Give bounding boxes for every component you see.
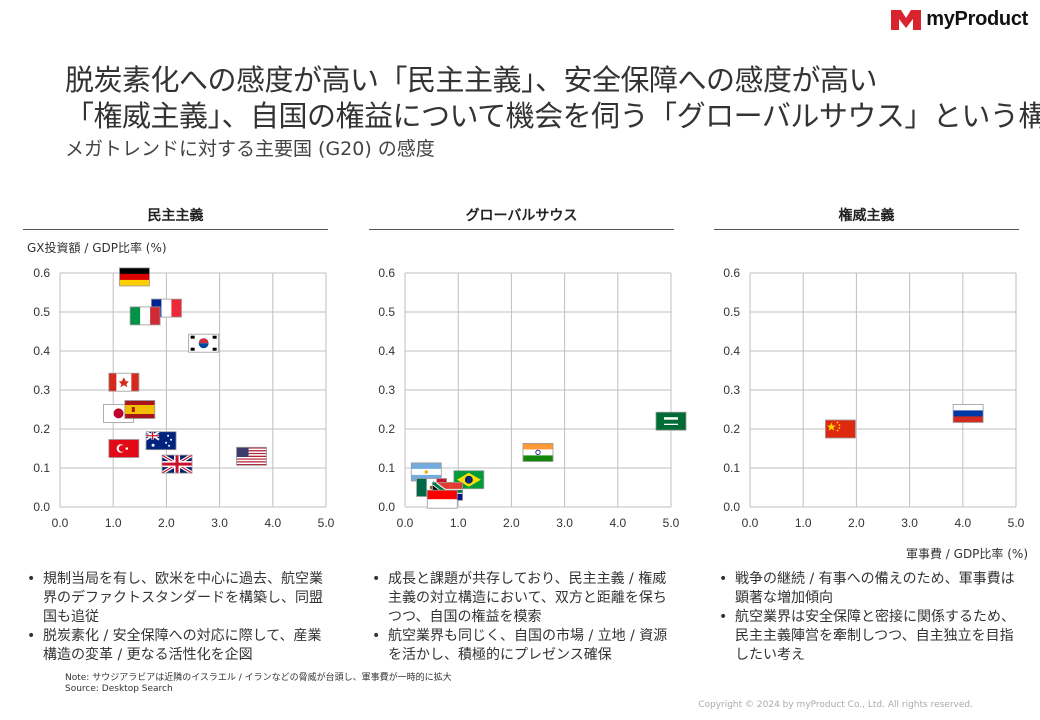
data-point-saudi-arabia — [656, 412, 686, 430]
x-tick-label: 1.0 — [795, 516, 812, 530]
data-point-india — [523, 443, 553, 461]
y-tick-label: 0.0 — [723, 500, 740, 514]
x-tick-label: 3.0 — [556, 516, 573, 530]
x-tick-label: 4.0 — [609, 516, 626, 530]
y-tick-label: 0.2 — [378, 422, 395, 436]
y-tick-label: 0.0 — [33, 500, 50, 514]
bullet-item: 戦争の継続 / 有事への備えのため、軍事費は顕著な増加傾向 — [717, 570, 1027, 608]
x-tick-label: 1.0 — [105, 516, 122, 530]
y-tick-label: 0.2 — [33, 422, 50, 436]
note-text: Note: サウジアラビアは近隣のイスラエル / イランなどの脅威が台頭し、軍事… — [65, 673, 452, 684]
y-tick-label: 0.4 — [378, 344, 395, 358]
chart-title-global-south: グローバルサウス — [369, 205, 674, 225]
chart-divider-democracy — [23, 229, 328, 230]
x-axis-label: 軍事費 / GDP比率 (%) — [906, 545, 1028, 562]
bullet-list-global-south: 成長と課題が共存しており、民主主義 / 権威主義の対立構造において、双方と距離を… — [370, 570, 680, 665]
data-point-china — [825, 420, 855, 438]
bullet-list-democracy: 規制当局を有し、欧米を中心に過去、航空業界のデファクトスタンダードを構築し、同盟… — [25, 570, 335, 665]
brand-logo-mark — [891, 10, 921, 30]
x-tick-label: 0.0 — [52, 516, 69, 530]
footnote: Note: サウジアラビアは近隣のイスラエル / イランなどの脅威が台頭し、軍事… — [65, 673, 452, 695]
data-point-canada — [109, 373, 139, 391]
page-title: 脱炭素化への感度が高い「民主主義」、安全保障への感度が高い 「権威主義」、自国の… — [65, 62, 1040, 134]
y-tick-label: 0.1 — [33, 461, 50, 475]
page-subtitle: メガトレンドに対する主要国 (G20) の感度 — [65, 134, 435, 161]
y-tick-label: 0.4 — [33, 344, 50, 358]
page-title-line-2: 「権威主義」、自国の権益について機会を伺う「グローバルサウス」という構図 — [65, 98, 1040, 134]
x-tick-label: 2.0 — [503, 516, 520, 530]
x-tick-label: 4.0 — [954, 516, 971, 530]
copyright-text: Copyright © 2024 by myProduct Co., Ltd. … — [698, 700, 973, 710]
chart-divider-global-south — [369, 229, 674, 230]
data-point-indonesia — [427, 490, 457, 508]
source-text: Source: Desktop Search — [65, 684, 452, 695]
x-tick-label: 1.0 — [450, 516, 467, 530]
bullet-item: 航空業界は安全保障と密接に関係するため、民主主義陣営を牽制しつつ、自主独立を目指… — [717, 608, 1027, 665]
data-point-spain — [125, 401, 155, 419]
y-tick-label: 0.3 — [378, 383, 395, 397]
y-tick-label: 0.6 — [723, 266, 740, 280]
data-point-germany — [119, 268, 149, 286]
data-point-russia — [953, 404, 983, 422]
y-axis-label: GX投資額 / GDP比率 (%) — [27, 239, 167, 256]
x-tick-label: 5.0 — [1008, 516, 1025, 530]
bullet-item: 脱炭素化 / 安全保障への対応に際して、産業構造の変革 / 更なる活性化を企図 — [25, 627, 335, 665]
x-tick-label: 0.0 — [397, 516, 414, 530]
data-point-united-kingdom — [162, 455, 192, 473]
x-tick-label: 3.0 — [901, 516, 918, 530]
data-point-turkey — [109, 440, 139, 458]
y-tick-label: 0.2 — [723, 422, 740, 436]
y-tick-label: 0.6 — [33, 266, 50, 280]
y-tick-label: 0.5 — [33, 305, 50, 319]
chart-title-democracy: 民主主義 — [23, 205, 328, 225]
x-tick-label: 5.0 — [663, 516, 680, 530]
x-tick-label: 4.0 — [264, 516, 281, 530]
x-tick-label: 2.0 — [158, 516, 175, 530]
bullet-item: 規制当局を有し、欧米を中心に過去、航空業界のデファクトスタンダードを構築し、同盟… — [25, 570, 335, 627]
brand-logo: myProduct — [891, 8, 1028, 31]
x-tick-label: 5.0 — [318, 516, 335, 530]
data-point-united-states — [237, 447, 267, 465]
page-title-line-1: 脱炭素化への感度が高い「民主主義」、安全保障への感度が高い — [65, 62, 1040, 98]
bullet-list-authoritarian: 戦争の継続 / 有事への備えのため、軍事費は顕著な増加傾向 航空業界は安全保障と… — [717, 570, 1027, 665]
y-tick-label: 0.6 — [378, 266, 395, 280]
x-tick-label: 2.0 — [848, 516, 865, 530]
y-tick-label: 0.1 — [723, 461, 740, 475]
y-tick-label: 0.1 — [378, 461, 395, 475]
chart-title-authoritarian: 権威主義 — [714, 205, 1019, 225]
data-point-south-korea — [189, 334, 219, 352]
y-tick-label: 0.4 — [723, 344, 740, 358]
bullet-item: 航空業界も同じく、自国の市場 / 立地 / 資源を活かし、積極的にプレゼンス確保 — [370, 627, 680, 665]
scatter-chart-democracy: 0.0 0.1 0.2 0.3 0.4 0.5 0.6 0.0 1.0 2.0 3.0 4.0 5.0 — [0, 260, 360, 536]
bullet-item: 成長と課題が共存しており、民主主義 / 権威主義の対立構造において、双方と距離を… — [370, 570, 680, 627]
y-tick-label: 0.5 — [723, 305, 740, 319]
x-tick-label: 0.0 — [742, 516, 759, 530]
data-point-australia — [146, 432, 176, 450]
y-tick-label: 0.3 — [33, 383, 50, 397]
scatter-chart-authoritarian: 0.0 0.1 0.2 0.3 0.4 0.5 0.6 0.0 1.0 2.0 3.0 4.0 5.0 — [690, 260, 1040, 536]
y-tick-label: 0.0 — [378, 500, 395, 514]
y-tick-label: 0.5 — [378, 305, 395, 319]
y-tick-label: 0.3 — [723, 383, 740, 397]
brand-name: myProduct — [926, 8, 1028, 31]
x-tick-label: 3.0 — [211, 516, 228, 530]
scatter-chart-global-south: 0.0 0.1 0.2 0.3 0.4 0.5 0.6 0.0 1.0 2.0 3.0 4.0 5.0 — [345, 260, 705, 536]
data-point-italy — [130, 307, 160, 325]
chart-divider-authoritarian — [714, 229, 1019, 230]
